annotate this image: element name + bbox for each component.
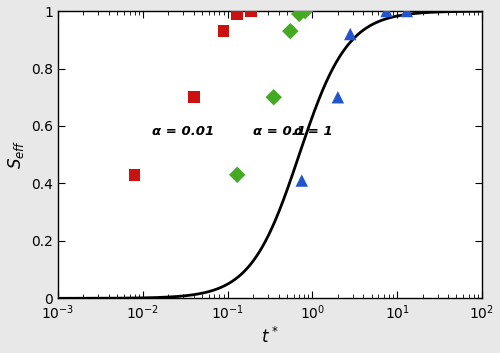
Text: α = 1: α = 1: [294, 125, 333, 138]
Point: [247, 8, 255, 14]
Text: α = 0.01: α = 0.01: [152, 125, 214, 138]
Point: [270, 94, 278, 100]
Point: [346, 31, 354, 37]
Point: [233, 11, 241, 17]
Point: [286, 28, 294, 34]
Point: [334, 94, 342, 100]
Point: [190, 94, 198, 100]
Point: [233, 172, 241, 178]
Y-axis label: $S_{eff}$: $S_{eff}$: [6, 140, 25, 169]
X-axis label: $t^*$: $t^*$: [261, 327, 278, 347]
Point: [403, 8, 411, 14]
Point: [301, 8, 309, 14]
Point: [130, 172, 138, 178]
Point: [298, 178, 306, 183]
Point: [382, 8, 390, 14]
Point: [220, 28, 228, 34]
Text: α = 0.1: α = 0.1: [253, 125, 306, 138]
Point: [295, 11, 303, 17]
